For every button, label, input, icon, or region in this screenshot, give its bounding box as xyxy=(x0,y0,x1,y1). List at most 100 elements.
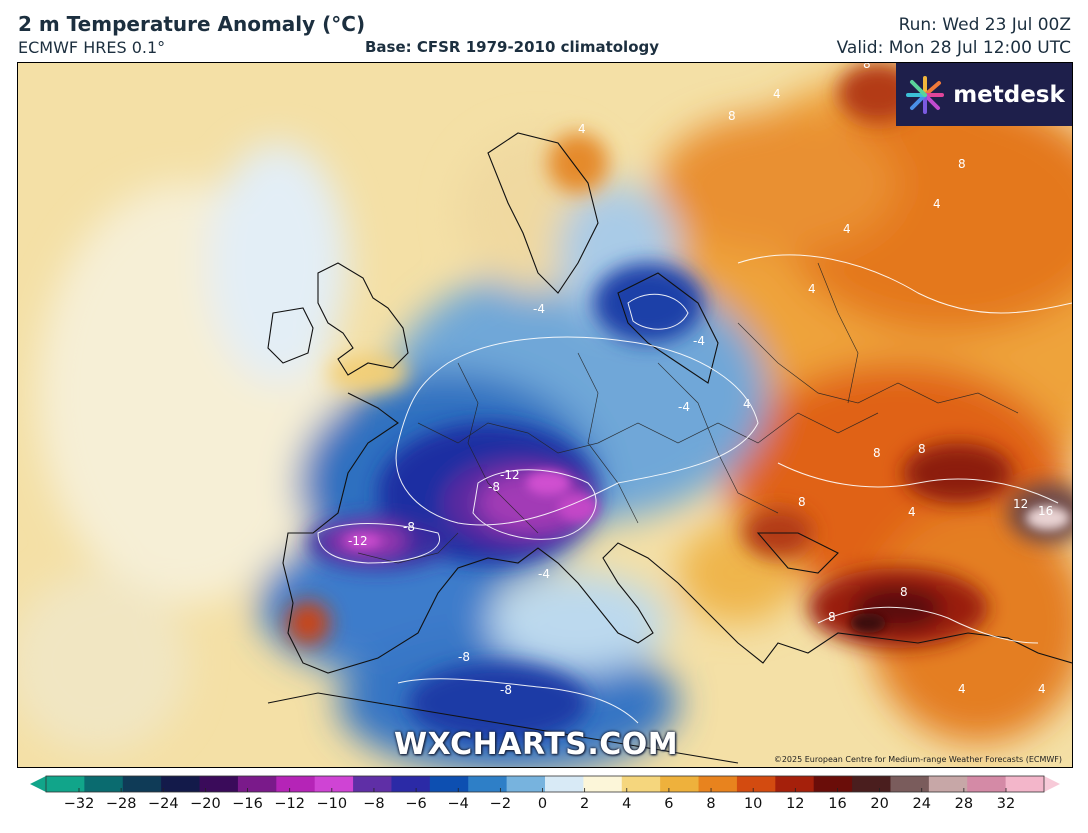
north-africa-coast xyxy=(267,692,739,764)
country-borders xyxy=(357,262,1019,564)
colorbar-tick-label: −28 xyxy=(105,796,137,812)
colorbar-tick-label: 32 xyxy=(996,796,1016,812)
colorbar xyxy=(30,775,1060,793)
contour-label: 8 xyxy=(798,495,806,509)
map-canvas: -12 -12 -8 -8 -8 -8 -4 -4 -4 -4 4 4 4 4 … xyxy=(18,63,1072,767)
metdesk-logo-text: metdesk xyxy=(953,81,1065,108)
baltic-outline xyxy=(617,272,719,384)
colorbar-tick-label: 6 xyxy=(664,796,674,812)
contour-label: 8 xyxy=(900,585,908,599)
colorbar-tick-label: −12 xyxy=(274,796,305,812)
climatology-base: Base: CFSR 1979-2010 climatology xyxy=(365,38,660,56)
anomaly-field-core xyxy=(286,63,1072,743)
model-name: ECMWF HRES 0.1° xyxy=(18,38,166,57)
colorbar-segment xyxy=(468,776,508,792)
contour-label: 4 xyxy=(808,282,816,296)
contour-label: 12 xyxy=(1013,497,1028,511)
temperature-anomaly-map: -12 -12 -8 -8 -8 -8 -4 -4 -4 -4 4 4 4 4 … xyxy=(17,62,1073,768)
colorbar-tick-label: −20 xyxy=(190,796,221,812)
contour-label: 4 xyxy=(958,682,966,696)
colorbar-tick-label: −2 xyxy=(489,796,512,812)
contour-label: 4 xyxy=(773,87,781,101)
colorbar-segment xyxy=(199,776,239,792)
colorbar-segment xyxy=(161,776,201,792)
contour-label: 4 xyxy=(1038,682,1046,696)
colorbar-tick-label: 10 xyxy=(743,796,763,812)
colorbar-segment xyxy=(660,776,700,792)
contour-label: 4 xyxy=(908,505,916,519)
contour-label: -12 xyxy=(348,534,368,548)
colorbar-tick-label: −16 xyxy=(232,796,263,812)
colorbar-segment xyxy=(122,776,162,792)
southern-europe-coast xyxy=(282,392,1072,674)
colorbar-min-arrow xyxy=(30,776,46,792)
colorbar-segment xyxy=(813,776,853,792)
colorbar-tick-label: 16 xyxy=(828,796,847,812)
colorbar-segment xyxy=(775,776,815,792)
colorbar-frame xyxy=(45,775,1045,793)
contour-label: 8 xyxy=(918,442,926,456)
contour-label: -8 xyxy=(488,480,500,494)
colorbar-tick-label: 28 xyxy=(954,796,974,812)
colorbar-tick-label: 8 xyxy=(706,796,716,812)
contour-label: -8 xyxy=(458,650,470,664)
colorbar-segment xyxy=(852,776,892,792)
colorbar-tick-label: 2 xyxy=(580,796,590,812)
contour-label: -4 xyxy=(533,302,545,316)
wxcharts-watermark: WXCHARTS.COM xyxy=(394,727,679,762)
contour-label: -4 xyxy=(678,400,690,414)
colorbar-segment xyxy=(353,776,393,792)
colorbar-tick-label: −8 xyxy=(363,796,385,812)
contour-label: 8 xyxy=(863,63,871,71)
colorbar-segment xyxy=(890,776,930,792)
colorbar-tick-label: −4 xyxy=(447,796,469,812)
contour-label: -4 xyxy=(538,567,550,581)
copyright-notice: ©2025 European Centre for Medium-range W… xyxy=(773,755,1062,764)
run-time: Run: Wed 23 Jul 00Z xyxy=(898,15,1071,35)
colorbar-segment xyxy=(429,776,469,792)
colorbar-tick-label: −6 xyxy=(405,796,427,812)
colorbar-segment xyxy=(391,776,431,792)
chart-title: 2 m Temperature Anomaly (°C) xyxy=(18,12,366,36)
colorbar-segment xyxy=(583,776,623,792)
colorbar-tick-labels: −32 −28 −24 −20 −16 −12 −10 −8 −6 −4 −2 0 2 4 6 8 10 12 16… xyxy=(0,796,1088,820)
great-britain-outline xyxy=(317,262,409,376)
contour-label: 4 xyxy=(743,397,751,411)
colorbar-segment xyxy=(736,776,776,792)
colorbar-tick-label: 4 xyxy=(622,796,632,812)
colorbar-tick-label: 12 xyxy=(786,796,805,812)
colorbar-segment xyxy=(46,776,85,792)
metdesk-logo: metdesk xyxy=(896,63,1072,126)
contour-label: -8 xyxy=(403,520,415,534)
contour-label: 8 xyxy=(873,446,881,460)
colorbar-segment xyxy=(314,776,354,792)
colorbar-segment xyxy=(621,776,661,792)
contour-lines xyxy=(317,254,1072,724)
contour-label: -8 xyxy=(500,683,512,697)
contour-label-group: -12 -12 -8 -8 -8 -8 -4 -4 -4 -4 4 4 4 4 … xyxy=(348,63,1053,697)
colorbar-segment xyxy=(967,776,1007,792)
contour-label: 4 xyxy=(578,122,586,136)
contour-label: 8 xyxy=(728,109,736,123)
colorbar-max-arrow xyxy=(1044,776,1060,792)
colorbar-tick-label: 0 xyxy=(537,796,548,812)
colorbar-tick-label: −32 xyxy=(63,796,95,812)
contour-label: -4 xyxy=(693,334,705,348)
colorbar-segment xyxy=(276,776,316,792)
contour-label: 8 xyxy=(828,610,836,624)
valid-time: Valid: Mon 28 Jul 12:00 UTC xyxy=(836,38,1071,58)
colorbar-segment xyxy=(506,776,546,792)
colorbar-segment xyxy=(698,776,738,792)
colorbar-segment xyxy=(237,776,277,792)
colorbar-ticks xyxy=(78,788,1007,792)
black-sea-outline xyxy=(756,532,839,574)
colorbar-tick-label: −24 xyxy=(147,796,179,812)
colorbar-segment xyxy=(928,776,968,792)
colorbar-tick-label: −10 xyxy=(316,796,348,812)
contour-label: 16 xyxy=(1038,504,1053,518)
colorbar-segment xyxy=(1005,776,1045,792)
colorbar-segment xyxy=(545,776,584,792)
scandinavia-outline xyxy=(487,132,599,294)
ireland-outline xyxy=(267,307,314,364)
anomaly-field-detail xyxy=(345,471,1070,633)
